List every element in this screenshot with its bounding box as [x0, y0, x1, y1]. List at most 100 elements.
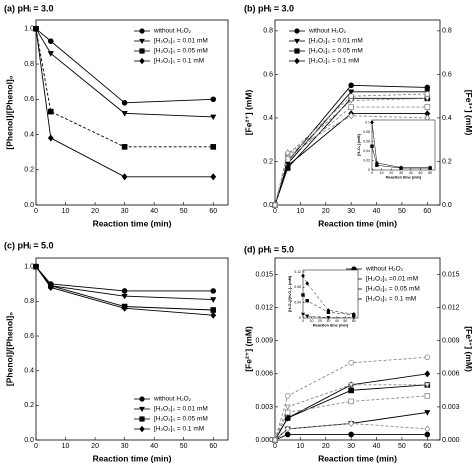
y-tick-label: 0.08 — [294, 285, 301, 289]
y-tick-label: 0.4 — [24, 131, 34, 138]
series-line — [302, 275, 354, 315]
y2-tick-label: 0.4 — [442, 115, 452, 122]
y-tick-label: 0.012 — [255, 304, 273, 311]
series-line — [274, 434, 428, 441]
marker — [284, 409, 291, 416]
series-line — [274, 384, 428, 441]
y2-tick-label: 0.015 — [442, 271, 460, 278]
y-tick-label: 0 — [299, 316, 301, 320]
plot-frame — [371, 119, 436, 171]
series-line — [274, 113, 428, 206]
series-line — [274, 411, 428, 441]
legend-label: [H₂O₂]₀ = 0.05 mM — [154, 416, 208, 423]
x-tick-label: 40 — [150, 208, 158, 215]
marker — [326, 310, 331, 314]
x-tick-label: 50 — [180, 443, 188, 450]
marker — [424, 91, 431, 97]
series-line — [371, 146, 431, 169]
marker — [47, 38, 54, 44]
legend-label: without H₂O₂ — [153, 396, 192, 403]
x-tick-label: 10 — [296, 208, 304, 215]
marker — [424, 84, 431, 91]
legend-label: [H₂O₂]₀ = 0.01 mM — [154, 38, 208, 45]
marker — [121, 288, 128, 294]
marker — [272, 201, 278, 209]
y2-tick-label: 0.006 — [442, 371, 460, 378]
x-tick-label: 0 — [34, 208, 38, 215]
y2-tick-label: 0.009 — [442, 338, 460, 345]
y-tick-label: 0.02 — [363, 158, 370, 162]
marker — [47, 108, 54, 115]
y-tick-label: 0.12 — [294, 270, 301, 274]
series-line — [35, 266, 214, 316]
x-tick-label: 60 — [423, 443, 431, 450]
marker — [139, 406, 145, 413]
series-line — [274, 106, 428, 206]
legend-label: [H₂O₂]₀ = 0.1 mM — [309, 58, 359, 65]
x-axis-label: Reaction time (min) — [318, 219, 397, 229]
marker — [305, 314, 310, 319]
x-tick-label: 50 — [343, 319, 347, 323]
marker — [121, 304, 128, 312]
x-tick-label: 0 — [302, 319, 304, 323]
x-tick-label: 0 — [371, 171, 373, 175]
y-tick-label: 0.0 — [24, 437, 34, 444]
marker — [210, 288, 217, 294]
marker — [139, 416, 145, 422]
x-tick-label: 40 — [373, 208, 381, 215]
chart-title: (a) pHᵢ = 3.0 — [4, 3, 54, 13]
marker — [210, 114, 217, 121]
marker — [424, 370, 431, 378]
marker — [284, 404, 291, 411]
marker — [121, 173, 128, 181]
x-tick-label: 40 — [409, 171, 413, 175]
x-tick-label: 50 — [398, 443, 406, 450]
y2-tick-label: 0.2 — [442, 158, 452, 165]
marker — [210, 96, 217, 103]
y-axis-label: [Phenol]/[Phenol]₀ — [4, 312, 14, 386]
y2-axis-label: [Fe³⁺] (mM) — [464, 90, 474, 136]
marker — [301, 273, 305, 278]
marker — [121, 111, 128, 117]
y2-tick-label: 0.003 — [442, 404, 460, 411]
marker — [424, 96, 431, 102]
y-tick-label: 0.003 — [255, 404, 273, 411]
marker — [210, 307, 217, 313]
x-tick-label: 60 — [209, 208, 217, 215]
x-tick-label: 40 — [373, 443, 381, 450]
series-line — [274, 356, 428, 441]
x-tick-label: 30 — [399, 171, 403, 175]
marker — [375, 163, 379, 167]
plot-frame — [35, 19, 229, 206]
legend-label: [H₂O₂]₀ = 0.01 mM — [309, 38, 363, 45]
marker — [428, 166, 432, 170]
series-line — [35, 28, 214, 104]
marker — [47, 51, 54, 57]
marker — [301, 312, 305, 317]
marker — [424, 410, 431, 416]
x-tick-label: 10 — [296, 443, 304, 450]
x-axis-label: Reaction time (min) — [93, 454, 172, 464]
y-tick-label: 0 — [368, 168, 370, 172]
marker — [139, 28, 145, 34]
marker — [272, 436, 278, 444]
marker — [284, 431, 291, 438]
y-tick-label: 0.2 — [263, 158, 273, 165]
marker — [348, 98, 355, 104]
marker — [348, 104, 354, 110]
marker — [210, 144, 217, 150]
legend-label: [H₂O₂]₀ = 0.1 mM — [366, 296, 416, 303]
x-tick-label: 0 — [273, 208, 277, 215]
x-tick-label: 30 — [347, 443, 355, 450]
marker — [424, 382, 431, 389]
marker — [139, 57, 145, 65]
legend-label: without H₂O₂ — [153, 28, 192, 35]
y-tick-label: 0.000 — [255, 437, 273, 444]
x-tick-label: 20 — [91, 443, 99, 450]
marker — [348, 382, 355, 389]
x-tick-label: 20 — [389, 171, 393, 175]
x-tick-label: 10 — [310, 319, 314, 323]
marker — [139, 48, 145, 54]
y-axis-label: [Fe²⁺] (mM) — [243, 90, 253, 136]
